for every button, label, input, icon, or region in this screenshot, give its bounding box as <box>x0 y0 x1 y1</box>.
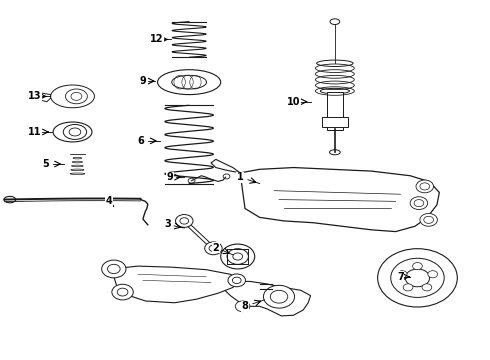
Ellipse shape <box>428 271 438 278</box>
Ellipse shape <box>270 290 288 303</box>
Ellipse shape <box>175 215 193 227</box>
Text: 13: 13 <box>28 91 42 102</box>
Text: 11: 11 <box>28 127 42 137</box>
FancyBboxPatch shape <box>322 117 348 127</box>
Text: 4: 4 <box>105 196 112 206</box>
Text: 1: 1 <box>237 172 244 182</box>
Ellipse shape <box>391 258 444 297</box>
Ellipse shape <box>420 213 438 226</box>
Polygon shape <box>50 85 95 108</box>
Text: 10: 10 <box>287 97 300 107</box>
Text: 9: 9 <box>166 172 173 182</box>
Ellipse shape <box>420 183 430 190</box>
Text: 6: 6 <box>137 136 144 146</box>
Text: 5: 5 <box>43 159 49 169</box>
Text: 8: 8 <box>242 301 248 311</box>
Ellipse shape <box>235 301 250 312</box>
Ellipse shape <box>70 173 85 175</box>
Text: 7: 7 <box>397 272 404 282</box>
Ellipse shape <box>414 199 424 207</box>
Ellipse shape <box>73 161 82 163</box>
Ellipse shape <box>422 284 432 291</box>
Ellipse shape <box>228 274 245 287</box>
Ellipse shape <box>73 157 82 159</box>
FancyBboxPatch shape <box>327 92 343 130</box>
Ellipse shape <box>397 271 407 278</box>
Polygon shape <box>211 159 240 173</box>
Ellipse shape <box>71 169 84 171</box>
Text: 12: 12 <box>150 35 163 44</box>
Text: 9: 9 <box>140 76 147 86</box>
Ellipse shape <box>424 216 434 224</box>
Ellipse shape <box>112 284 133 300</box>
Ellipse shape <box>205 242 222 255</box>
Ellipse shape <box>317 60 353 67</box>
Ellipse shape <box>330 19 340 24</box>
Ellipse shape <box>72 165 83 167</box>
Ellipse shape <box>403 284 413 291</box>
Ellipse shape <box>378 249 457 307</box>
Ellipse shape <box>416 180 434 193</box>
Ellipse shape <box>413 262 422 270</box>
Polygon shape <box>240 167 440 231</box>
Polygon shape <box>40 93 50 102</box>
Ellipse shape <box>264 285 294 308</box>
Polygon shape <box>111 266 240 303</box>
Ellipse shape <box>53 122 92 142</box>
Ellipse shape <box>410 197 428 210</box>
Text: 2: 2 <box>213 243 219 253</box>
Ellipse shape <box>320 88 349 94</box>
Ellipse shape <box>102 260 126 278</box>
Ellipse shape <box>220 244 255 269</box>
Ellipse shape <box>330 150 340 155</box>
Text: 3: 3 <box>164 220 171 229</box>
Polygon shape <box>223 282 311 316</box>
